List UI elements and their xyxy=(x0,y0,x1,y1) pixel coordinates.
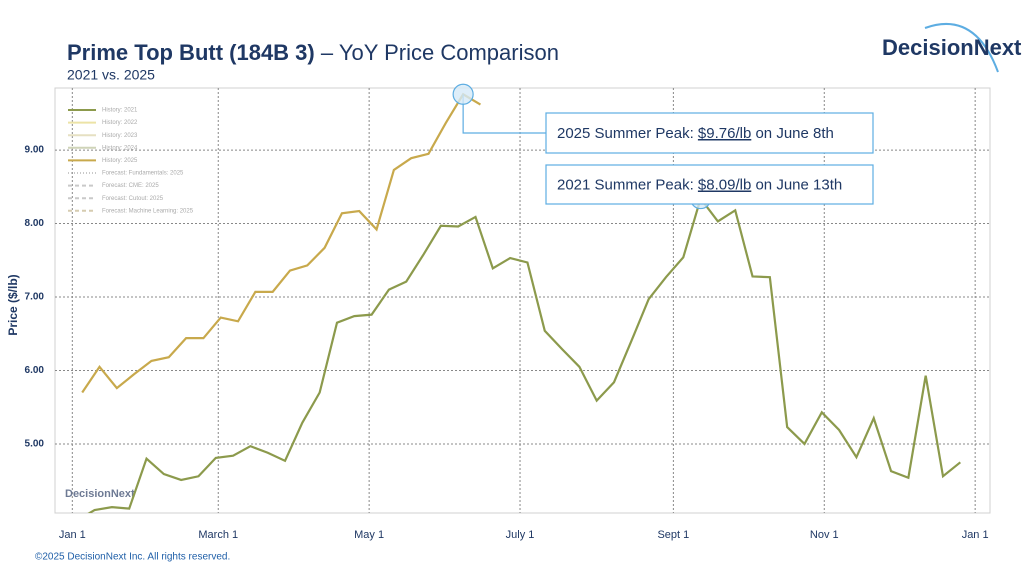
x-tick-label: Sept 1 xyxy=(657,529,689,541)
x-tick-label: July 1 xyxy=(506,529,535,541)
logo: DecisionNext xyxy=(882,35,1022,60)
y-tick-label: 6.00 xyxy=(25,365,45,376)
x-tick-label: Jan 1 xyxy=(59,529,86,541)
callout-suffix: on June 13th xyxy=(751,176,842,193)
series-line xyxy=(81,92,482,394)
y-tick-label: 5.00 xyxy=(25,439,45,450)
logo-arc xyxy=(924,23,999,73)
legend-label: History: 2024 xyxy=(102,145,138,151)
callout-box xyxy=(545,164,874,205)
callout-prefix: 2021 Summer Peak: xyxy=(557,176,698,193)
callout-text: 2021 Summer Peak: $8.09/lb on June 13th xyxy=(557,176,842,193)
legend-label: History: 2025 xyxy=(102,158,138,164)
legend-label: History: 2023 xyxy=(102,133,138,139)
copyright: ©2025 DecisionNext Inc. All rights reser… xyxy=(35,552,230,563)
watermark: DecisionNext xyxy=(65,488,135,500)
title-suffix: – YoY Price Comparison xyxy=(315,40,559,65)
legend-label: Forecast: Cutout: 2025 xyxy=(102,196,164,202)
grid xyxy=(55,88,990,513)
legend: History: 2021 History: 2022 History: 2023 H… xyxy=(68,108,194,214)
callout-connector xyxy=(462,94,546,134)
chart-title: Prime Top Butt (184B 3) – YoY Price Comp… xyxy=(67,40,559,65)
series-line xyxy=(87,196,962,513)
title-main: Prime Top Butt (184B 3) xyxy=(67,40,315,65)
legend-label: History: 2022 xyxy=(102,120,138,126)
x-tick-label: Nov 1 xyxy=(810,529,839,541)
subtitle: 2021 vs. 2025 xyxy=(67,67,155,83)
callouts: 2025 Summer Peak: $9.76/lb on June 8th20… xyxy=(452,83,874,210)
plot-area xyxy=(54,87,991,514)
callout-highlight: $8.09/lb xyxy=(698,176,751,193)
y-axis-label: Price ($/lb) xyxy=(6,274,20,335)
callout-text: 2025 Summer Peak: $9.76/lb on June 8th xyxy=(557,125,834,142)
legend-label: History: 2021 xyxy=(102,108,138,114)
legend-label: Forecast: Fundamentals: 2025 xyxy=(102,171,184,177)
x-tick-label: March 1 xyxy=(198,529,238,541)
y-tick-label: 8.00 xyxy=(25,218,45,229)
callout-suffix: on June 8th xyxy=(751,125,834,142)
callout-box xyxy=(545,112,874,154)
peak-marker xyxy=(452,83,474,105)
x-tick-label: Jan 1 xyxy=(962,529,989,541)
lines xyxy=(81,92,962,513)
legend-label: Forecast: CME: 2025 xyxy=(102,183,159,189)
x-tick-label: May 1 xyxy=(354,529,384,541)
y-tick-label: 9.00 xyxy=(25,145,45,156)
callout-prefix: 2025 Summer Peak: xyxy=(557,125,698,142)
legend-label: Forecast: Machine Learning: 2025 xyxy=(102,208,194,214)
y-tick-label: 7.00 xyxy=(25,292,45,303)
callout-highlight: $9.76/lb xyxy=(698,125,751,142)
